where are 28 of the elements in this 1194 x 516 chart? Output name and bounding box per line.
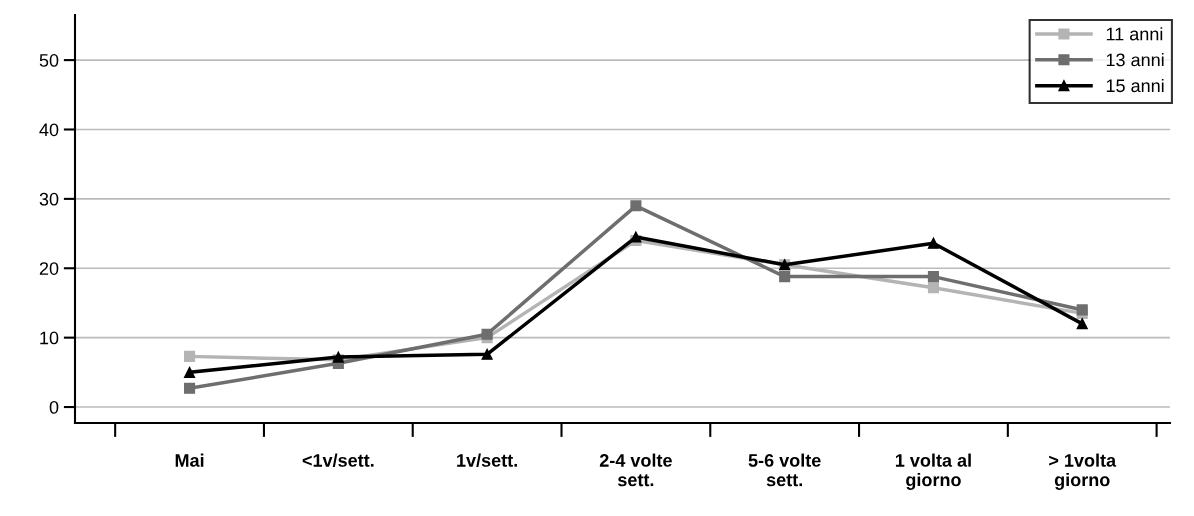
x-tick-label: 2-4 volte sett. [599,453,672,487]
legend-label: 15 anni [1106,78,1164,93]
x-tick-label: Mai [175,453,204,467]
x-tick-label: 5-6 volte sett. [748,453,821,487]
legend-label: 13 anni [1106,53,1164,67]
y-tick-label: 40 [39,123,59,137]
y-tick-label: 50 [39,54,59,67]
point [184,382,196,394]
y-tick-label: 10 [40,331,59,345]
legend-label: 11 anni [1106,27,1163,41]
x-tick-label: 1v/sett. [457,453,517,467]
point [630,200,642,212]
point [184,350,196,362]
point [779,271,791,283]
point [481,348,493,360]
point [927,271,940,283]
y-tick-label: 30 [39,192,59,206]
point [630,231,642,243]
point [927,237,940,249]
point [184,366,196,378]
x-tick-label: 1 volta al giorno [895,453,971,490]
y-tick-label: 0 [49,400,59,414]
x-tick-label: > 1volta giorno [1049,453,1117,490]
x-tick-label: <1v/sett. [302,453,374,467]
point [1076,318,1088,330]
point [481,328,493,340]
y-tick-label: 20 [39,262,59,275]
point [927,282,940,294]
